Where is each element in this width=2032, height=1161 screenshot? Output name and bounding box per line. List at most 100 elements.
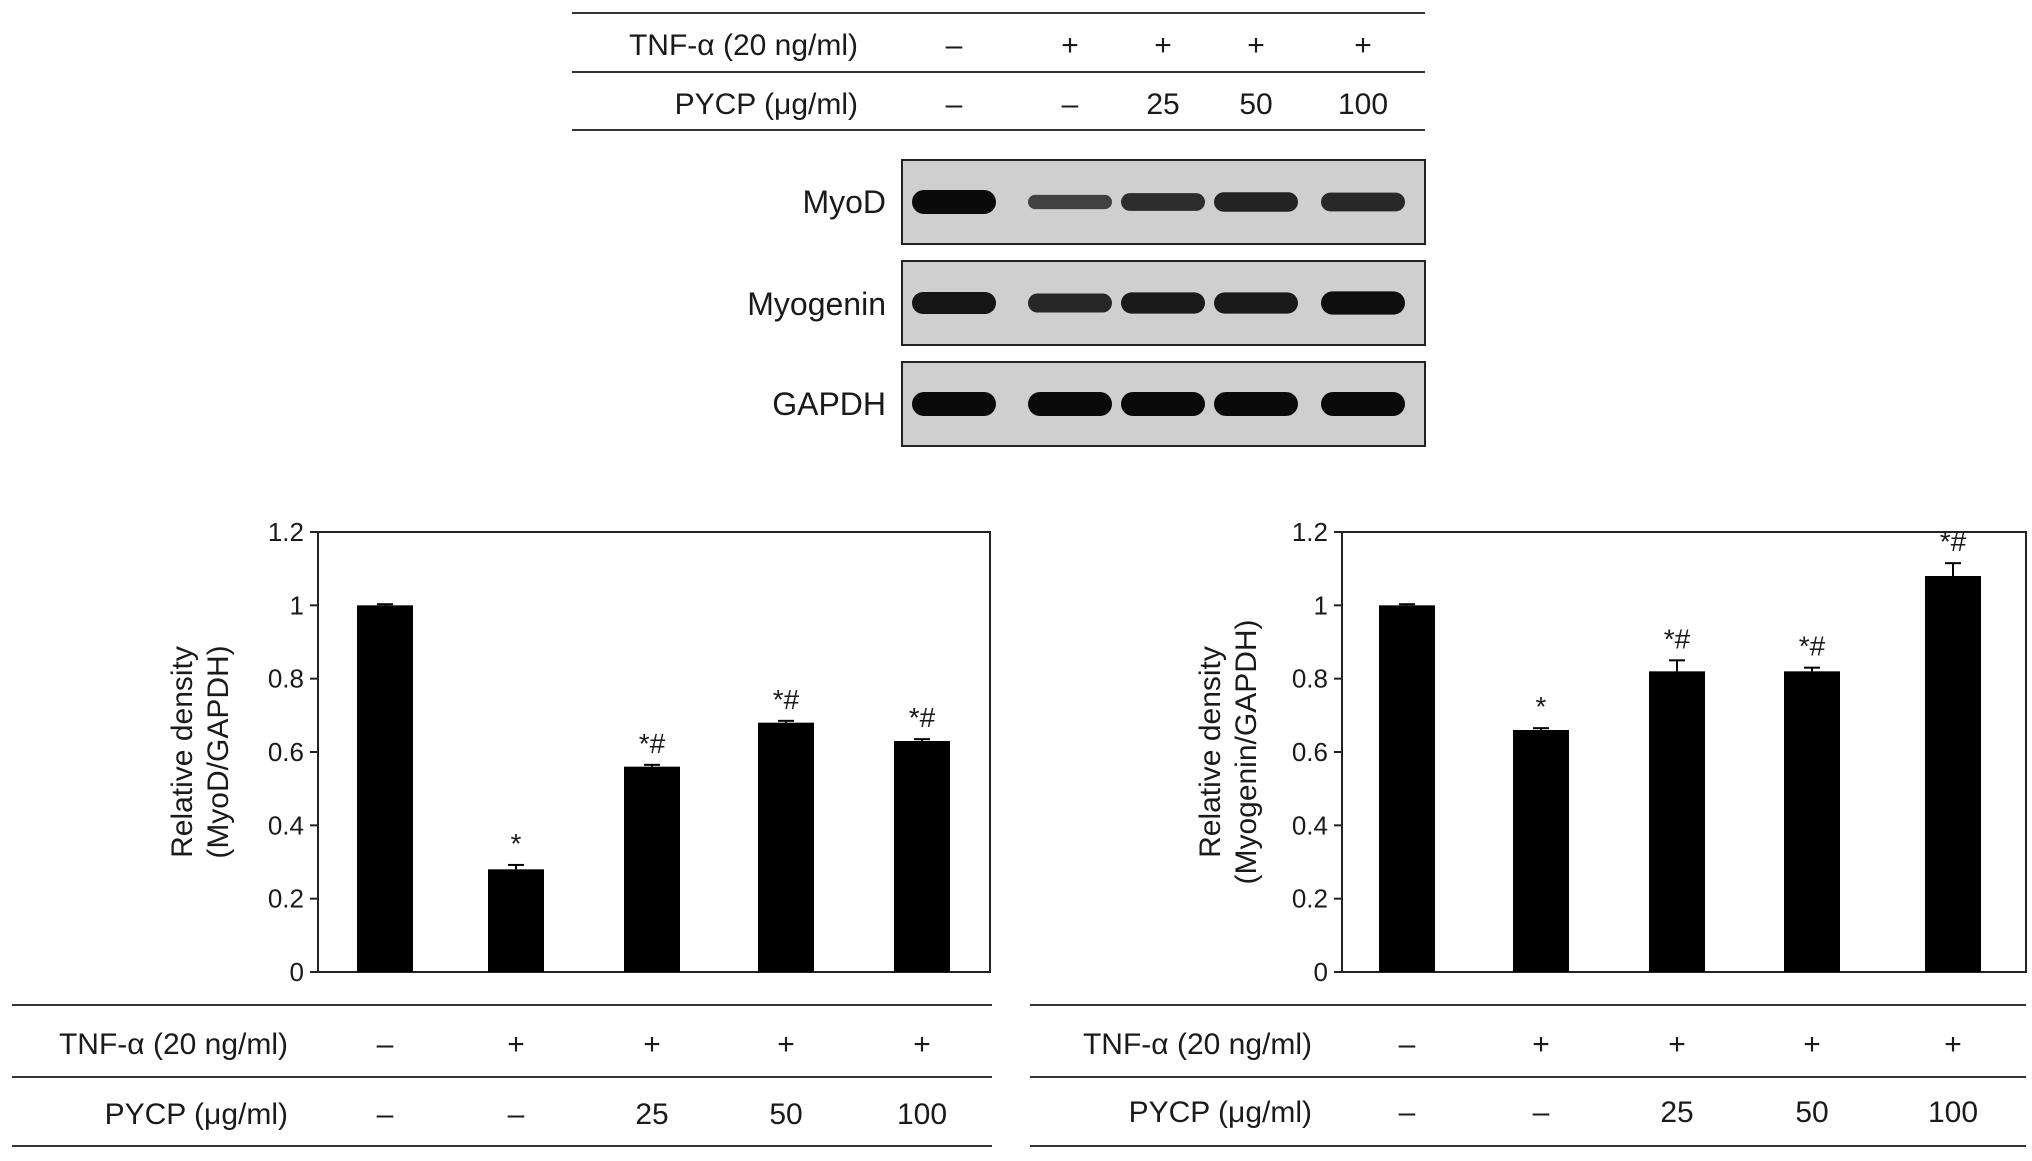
treatment-cell: – bbox=[508, 1098, 525, 1131]
y-tick-label: 0.4 bbox=[1292, 810, 1328, 840]
y-axis-ticks: 0 0.2 0.4 0.6 0.8 1 1.2 bbox=[268, 517, 318, 987]
cell-tnf-3: + bbox=[1154, 29, 1172, 62]
blot-band bbox=[1321, 392, 1405, 416]
row-label-pycp: PYCP (μg/ml) bbox=[1129, 1096, 1312, 1129]
bar bbox=[1784, 671, 1840, 972]
treatment-cell: + bbox=[643, 1028, 661, 1061]
treatment-cell: + bbox=[1532, 1028, 1550, 1061]
treatment-cell: – bbox=[377, 1028, 394, 1061]
cell-pycp-4: 50 bbox=[1239, 88, 1272, 121]
treatment-cell: + bbox=[913, 1028, 931, 1061]
treatment-cells: – + + + + – – 25 50 100 bbox=[377, 1028, 947, 1131]
row-label-pycp: PYCP (μg/ml) bbox=[675, 88, 858, 121]
y-axis-label-line2: (MyoD/GAPDH) bbox=[202, 645, 235, 858]
band-label-gapdh: GAPDH bbox=[772, 386, 886, 422]
bar bbox=[1649, 671, 1705, 972]
blot-band bbox=[1121, 193, 1205, 211]
bar bbox=[758, 722, 814, 972]
y-tick-label: 0.2 bbox=[268, 884, 304, 914]
blot-band bbox=[1028, 392, 1112, 416]
y-tick-label: 0.6 bbox=[268, 737, 304, 767]
y-tick-label: 1 bbox=[290, 590, 304, 620]
cell-pycp-2: – bbox=[1062, 88, 1079, 121]
significance-label: *# bbox=[773, 684, 800, 715]
y-axis-label-line1: Relative density bbox=[166, 646, 199, 858]
treatment-cell: + bbox=[1668, 1028, 1686, 1061]
y-axis-label-line2: (Myogenin/GAPDH) bbox=[1230, 619, 1263, 884]
y-tick-label: 0 bbox=[290, 957, 304, 987]
treatment-cell: 50 bbox=[769, 1098, 802, 1131]
bar bbox=[894, 741, 950, 972]
y-tick-label: 0.6 bbox=[1292, 737, 1328, 767]
treatment-cell: + bbox=[1944, 1028, 1962, 1061]
cell-pycp-3: 25 bbox=[1146, 88, 1179, 121]
top-treatment-table: TNF-α (20 ng/ml) – + + + + PYCP (μg/ml) … bbox=[572, 12, 1425, 131]
significance-label: *# bbox=[1940, 526, 1967, 557]
blot-band bbox=[1121, 392, 1205, 416]
row-label-tnf: TNF-α (20 ng/ml) bbox=[1083, 1028, 1312, 1061]
bar bbox=[1925, 576, 1981, 972]
blot-band bbox=[1028, 293, 1112, 313]
blot-band bbox=[912, 292, 996, 314]
bar bbox=[1513, 730, 1569, 972]
blot-band bbox=[1028, 194, 1112, 210]
blot-band bbox=[1321, 192, 1405, 212]
blot-band bbox=[1214, 292, 1298, 314]
cell-tnf-5: + bbox=[1354, 29, 1372, 62]
bar bbox=[488, 869, 544, 972]
blot-band bbox=[912, 190, 996, 214]
bar bbox=[624, 766, 680, 972]
y-tick-label: 0.4 bbox=[268, 810, 304, 840]
significance-label: *# bbox=[639, 728, 666, 759]
treatment-cell: – bbox=[377, 1098, 394, 1131]
cell-tnf-2: + bbox=[1061, 29, 1079, 62]
bars: * *# *# *# bbox=[1379, 526, 1981, 972]
y-tick-label: 0 bbox=[1314, 957, 1328, 987]
y-axis-label-line1: Relative density bbox=[1194, 646, 1227, 858]
cell-tnf-1: – bbox=[946, 29, 963, 62]
row-label-tnf: TNF-α (20 ng/ml) bbox=[629, 29, 858, 62]
bar bbox=[1379, 605, 1435, 972]
blot-lanes-gapdh bbox=[912, 392, 1405, 416]
blot-band bbox=[1121, 292, 1205, 314]
row-label-tnf: TNF-α (20 ng/ml) bbox=[59, 1028, 288, 1061]
chart-myod: 0 0.2 0.4 0.6 0.8 1 1.2 Relative density (MyoD… bbox=[12, 517, 992, 1147]
cell-pycp-1: – bbox=[946, 88, 963, 121]
treatment-cell: – bbox=[1399, 1096, 1416, 1129]
bars: * *# *# *# bbox=[357, 603, 950, 972]
row-label-pycp: PYCP (μg/ml) bbox=[105, 1098, 288, 1131]
y-axis-ticks: 0 0.2 0.4 0.6 0.8 1 1.2 bbox=[1292, 517, 1342, 987]
treatment-cell: + bbox=[507, 1028, 525, 1061]
y-tick-label: 0.8 bbox=[1292, 664, 1328, 694]
y-tick-label: 0.8 bbox=[268, 664, 304, 694]
significance-label: * bbox=[511, 828, 522, 859]
band-label-myogenin: Myogenin bbox=[747, 286, 886, 322]
y-tick-label: 1.2 bbox=[1292, 517, 1328, 547]
y-tick-label: 0.2 bbox=[1292, 884, 1328, 914]
treatment-cells: – + + + + – – 25 50 100 bbox=[1399, 1028, 1978, 1129]
significance-label: * bbox=[1536, 691, 1547, 722]
chart-myogenin: 0 0.2 0.4 0.6 0.8 1 1.2 Relative density (Myog… bbox=[1030, 517, 2027, 1147]
treatment-cell: 100 bbox=[897, 1098, 947, 1131]
western-blot: MyoD Myogenin GAPDH bbox=[747, 159, 1426, 447]
significance-label: *# bbox=[1664, 623, 1691, 654]
treatment-cell: 25 bbox=[1660, 1096, 1693, 1129]
blot-band bbox=[1214, 392, 1298, 416]
blot-lanes-myogenin bbox=[912, 291, 1405, 315]
bar bbox=[357, 605, 413, 972]
treatment-cell: + bbox=[777, 1028, 795, 1061]
blot-lanes-myod bbox=[912, 190, 1405, 214]
cell-tnf-4: + bbox=[1247, 29, 1265, 62]
blot-band bbox=[912, 392, 996, 416]
y-tick-label: 1 bbox=[1314, 590, 1328, 620]
blot-band bbox=[1321, 291, 1405, 315]
blot-band bbox=[1214, 192, 1298, 212]
significance-label: *# bbox=[1799, 631, 1826, 662]
treatment-cell: + bbox=[1803, 1028, 1821, 1061]
band-label-myod: MyoD bbox=[802, 184, 886, 220]
treatment-cell: 100 bbox=[1928, 1096, 1978, 1129]
treatment-cell: 50 bbox=[1795, 1096, 1828, 1129]
y-tick-label: 1.2 bbox=[268, 517, 304, 547]
significance-label: *# bbox=[909, 702, 936, 733]
